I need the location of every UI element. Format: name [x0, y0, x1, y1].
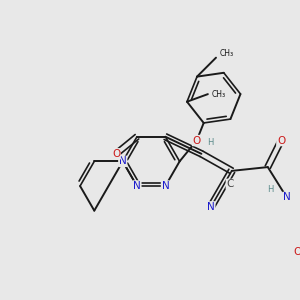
- Text: O: O: [193, 136, 201, 146]
- Text: O: O: [293, 248, 300, 257]
- Text: N: N: [161, 181, 169, 191]
- Text: N: N: [133, 181, 141, 191]
- Text: N: N: [283, 192, 291, 203]
- Text: N: N: [119, 156, 127, 167]
- Text: N: N: [207, 202, 215, 212]
- Text: O: O: [277, 136, 285, 146]
- Text: H: H: [207, 138, 214, 147]
- Text: CH₃: CH₃: [220, 50, 234, 58]
- Text: H: H: [267, 185, 274, 194]
- Text: CH₃: CH₃: [212, 90, 226, 99]
- Text: O: O: [112, 149, 120, 159]
- Text: C: C: [226, 179, 233, 189]
